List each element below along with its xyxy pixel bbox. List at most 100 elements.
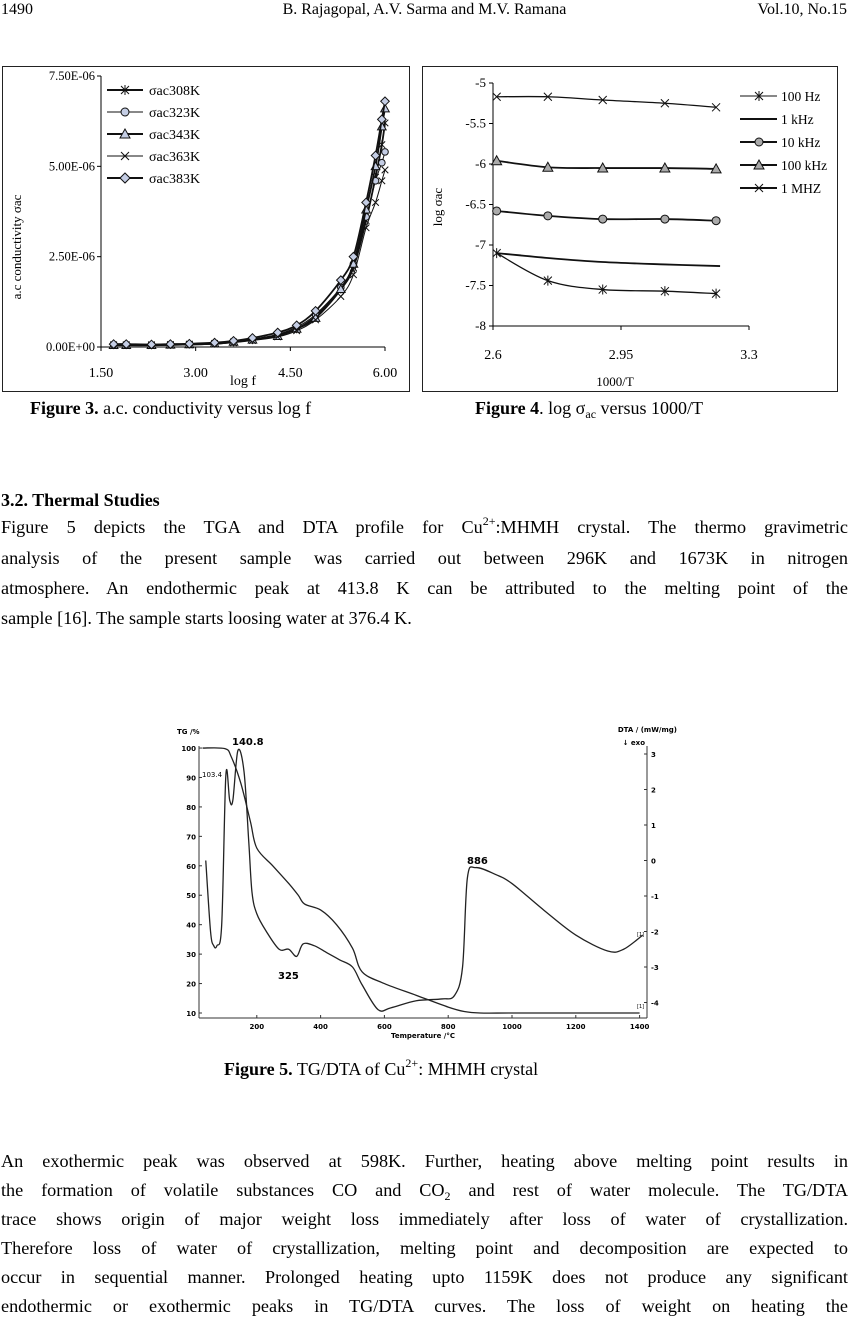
dta-tick-label: -4	[651, 1000, 659, 1008]
caption-label: Figure 3.	[30, 398, 99, 418]
subscript: 2	[444, 1189, 451, 1203]
tg-axis-label: TG /%	[177, 728, 200, 736]
x-marker	[754, 183, 764, 193]
paragraph-2-line: endothermic or exothermic peaks in TG/DT…	[1, 1296, 848, 1316]
diamond-marker	[121, 339, 132, 350]
caption-label: Figure 5.	[224, 1059, 293, 1079]
y-tick-label: -5.5	[465, 116, 486, 131]
tg-tick-label: 90	[186, 774, 196, 782]
figure-4-chart: -5 -5.5 -6 -6.5 -7 -7.5 -8 2.6 2.95 3.3 1000/T log …	[422, 66, 838, 392]
text: :MHMH crystal. The thermo gravimetric	[495, 517, 848, 537]
circle-marker	[492, 206, 502, 216]
legend-label: 100 kHz	[781, 158, 827, 173]
x-axis-label: 1000/T	[596, 374, 634, 389]
figure-4-svg: -5 -5.5 -6 -6.5 -7 -7.5 -8 2.6 2.95 3.3 1000/T log …	[430, 75, 827, 389]
diamond-marker	[209, 337, 220, 348]
circle-marker	[660, 214, 670, 224]
paragraph-2-line: An exothermic peak was observed at 598K.…	[1, 1151, 848, 1171]
figure-4-caption: Figure 4. log σac versus 1000/T	[475, 397, 704, 420]
asterisk-marker	[711, 288, 721, 299]
diamond-marker	[310, 305, 321, 316]
paragraph-1-line: sample [16]. The sample starts loosing w…	[1, 608, 412, 628]
text: and rest of water molecule. The TG/DTA	[450, 1180, 848, 1200]
x-marker	[337, 292, 345, 301]
running-header-authors: B. Rajagopal, A.V. Sarma and M.V. Ramana	[282, 1, 567, 18]
legend-label: 10 kHz	[781, 135, 820, 150]
tg-tick-label: 30	[186, 951, 196, 959]
tg-tick-label: 10	[186, 1010, 196, 1018]
y-tick-label: -6.5	[465, 197, 486, 212]
curve-label: [1]	[637, 1004, 644, 1010]
asterisk-marker	[754, 91, 764, 101]
x-marker	[378, 177, 386, 185]
x-tick-label: 3.3	[740, 348, 758, 363]
temperature-axis-label: Temperature /°C	[391, 1032, 455, 1040]
asterisk-marker	[598, 284, 608, 295]
caption-text: TG/DTA of Cu	[292, 1059, 406, 1079]
circle-marker	[381, 148, 389, 156]
x-marker	[311, 316, 320, 324]
dta-tick-label: 2	[651, 787, 656, 795]
tg-tick-label: 50	[186, 892, 196, 900]
caption-text: versus 1000/T	[596, 398, 704, 418]
asterisk-marker	[120, 85, 130, 95]
temperature-tick-label: 1000	[502, 1023, 522, 1031]
x-tick-label: 6.00	[373, 366, 398, 381]
temperature-tick-label: 1400	[630, 1023, 650, 1031]
tg-tick-label: 100	[181, 745, 196, 753]
diamond-marker	[272, 327, 283, 338]
y-axis-label: log σac	[430, 188, 445, 227]
triangle-marker	[335, 283, 346, 293]
dta-axis-label: DTA / (mW/mg)	[618, 726, 677, 734]
circle-marker	[711, 216, 721, 226]
x-marker	[711, 102, 721, 112]
x-tick-label: 3.00	[183, 366, 208, 381]
asterisk-marker	[660, 286, 670, 297]
peak-annotation: 886	[467, 856, 488, 867]
temperature-tick-label: 400	[313, 1023, 328, 1031]
circle-marker	[754, 137, 764, 147]
text: the formation of volatile substances CO …	[1, 1180, 445, 1200]
dta-tick-label: -1	[651, 893, 659, 901]
caption-text: : MHMH crystal	[418, 1059, 539, 1079]
paragraph-2-line: occur in sequential manner. Prolonged he…	[1, 1267, 848, 1287]
series-line	[496, 252, 717, 295]
tg-tick-label: 60	[186, 863, 196, 871]
y-tick-label: -6	[475, 156, 486, 171]
superscript: 2+	[405, 1056, 419, 1070]
paragraph-2-line: Therefore loss of water of crystallizati…	[1, 1238, 848, 1258]
asterisk-marker	[543, 275, 553, 286]
diamond-marker	[228, 335, 239, 346]
circle-marker	[378, 158, 386, 167]
figure-5-svg: 10 20 30 40 50 60 70 80 90 100 -4 -3 -2 -1 0 1 2 3 200 400 6…	[177, 726, 677, 1040]
paragraph-2-line: trace shows origin of major weight loss …	[1, 1209, 848, 1229]
x-tick-label: 4.50	[278, 366, 303, 381]
triangle-marker	[710, 162, 722, 174]
tg-tick-label: 20	[186, 981, 196, 989]
paragraph-1-line: analysis of the present sample was carri…	[1, 548, 848, 568]
diamond-marker	[146, 339, 157, 350]
paragraph-1-line: Figure 5 depicts the TGA and DTA profile…	[1, 515, 848, 538]
triangle-marker	[659, 162, 671, 173]
diamond-marker	[291, 320, 302, 331]
x-marker	[292, 327, 301, 335]
peak-annotation: 325	[278, 971, 299, 982]
x-tick-label: 2.6	[484, 348, 502, 363]
legend-label: σac363K	[149, 150, 200, 165]
dta-tick-label: 0	[651, 858, 656, 866]
diamond-marker	[376, 114, 387, 125]
diamond-marker	[370, 150, 381, 161]
triangle-marker	[542, 161, 554, 172]
y-axis-label: a.c conductivity σac	[9, 194, 24, 299]
diamond-marker	[361, 197, 372, 208]
x-marker	[371, 198, 380, 207]
x-marker	[492, 92, 502, 102]
x-tick-label: 2.95	[609, 348, 634, 363]
section-heading: 3.2. Thermal Studies	[1, 490, 160, 510]
circle-marker	[543, 211, 553, 221]
series-line	[496, 252, 721, 267]
figure-5-caption: Figure 5. TG/DTA of Cu2+: MHMH crystal	[224, 1056, 539, 1080]
peak-annotation: 140.8	[232, 737, 264, 748]
legend-label: σac323K	[149, 106, 200, 121]
figure-5-chart: 10 20 30 40 50 60 70 80 90 100 -4 -3 -2 -1 0 1 2 3 200 400 6…	[175, 718, 685, 1040]
